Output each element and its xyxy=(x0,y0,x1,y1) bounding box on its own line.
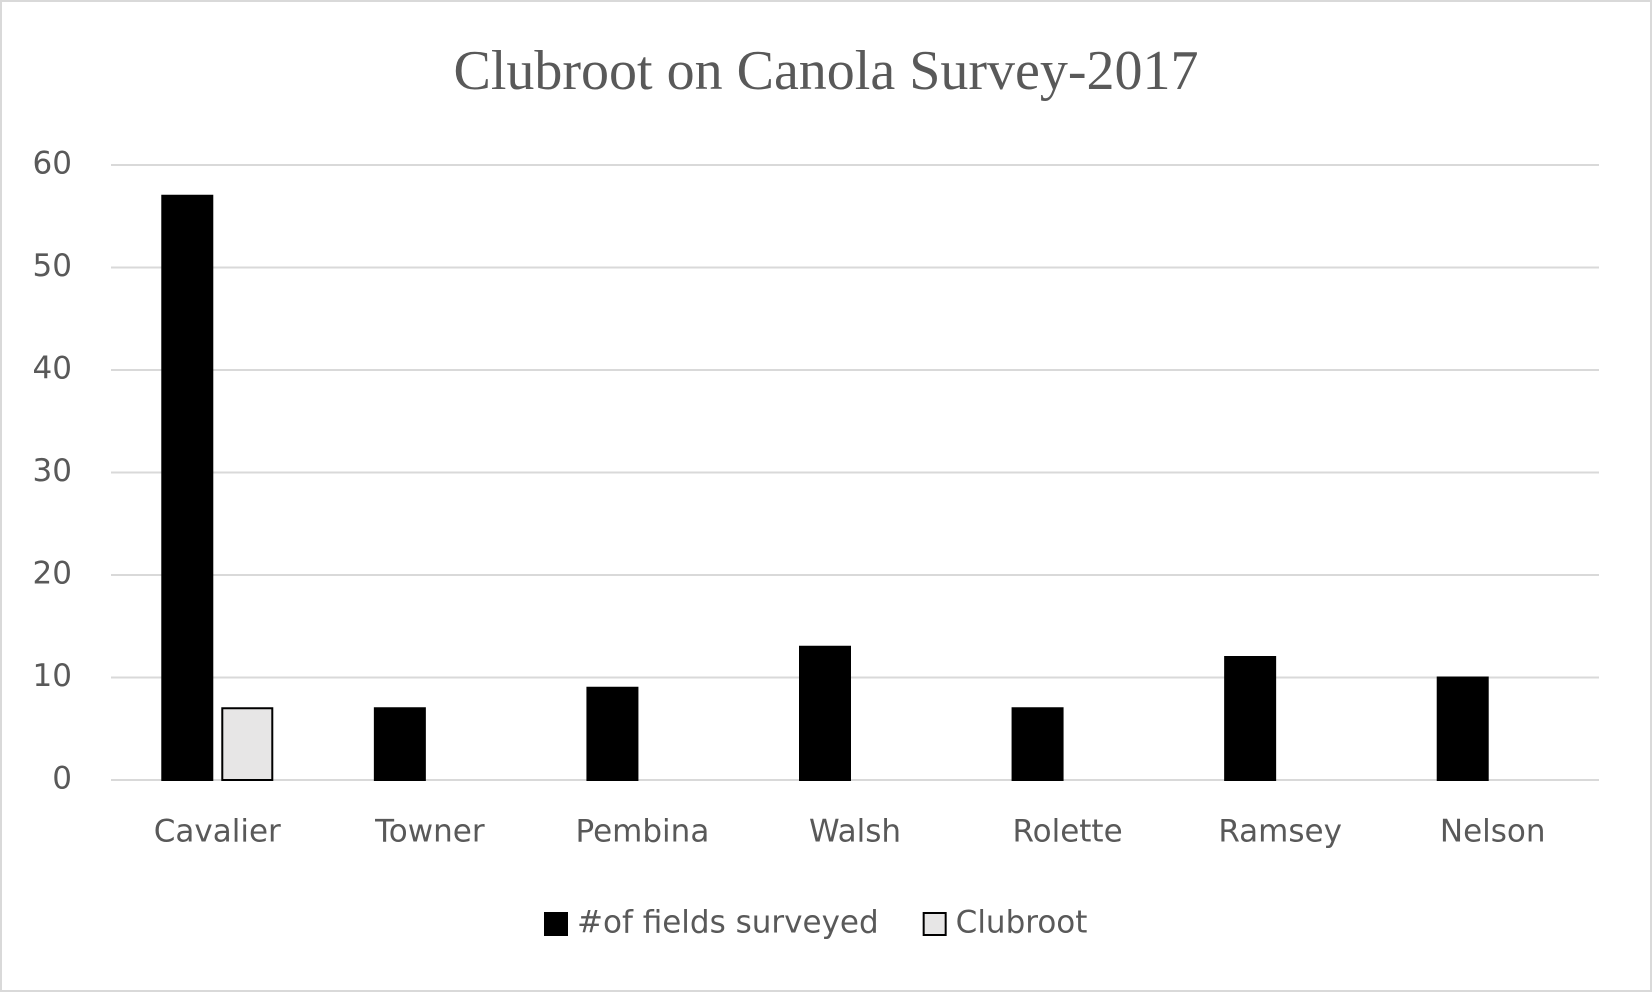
bar xyxy=(221,707,274,781)
chart-title: Clubroot on Canola Survey-2017 xyxy=(453,40,1198,102)
bar xyxy=(1011,707,1064,781)
bar xyxy=(586,686,639,781)
x-tick-label: Pembina xyxy=(576,814,710,850)
x-tick-label: Walsh xyxy=(809,814,901,850)
x-tick-label: Cavalier xyxy=(154,814,281,850)
y-tick-label: 60 xyxy=(33,146,72,182)
legend-label: #of fields surveyed xyxy=(577,905,879,941)
y-tick-label: 0 xyxy=(52,761,72,797)
x-tick-label: Nelson xyxy=(1440,814,1546,850)
x-tick-label: Towner xyxy=(374,814,485,850)
bar xyxy=(1224,656,1277,781)
bar xyxy=(373,707,426,781)
y-tick-label: 50 xyxy=(33,248,72,284)
y-tick-label: 40 xyxy=(33,351,72,387)
y-tick-label: 10 xyxy=(33,658,72,694)
legend-label: Clubroot xyxy=(956,905,1088,941)
y-tick-label: 20 xyxy=(33,556,72,592)
bar xyxy=(799,645,851,781)
legend-swatch xyxy=(922,912,947,936)
bar xyxy=(1436,676,1489,781)
x-tick-label: Rolette xyxy=(1012,814,1122,850)
y-tick-label: 30 xyxy=(33,453,72,489)
bar xyxy=(161,194,214,781)
legend-swatch xyxy=(544,912,568,936)
x-tick-label: Ramsey xyxy=(1218,814,1342,850)
